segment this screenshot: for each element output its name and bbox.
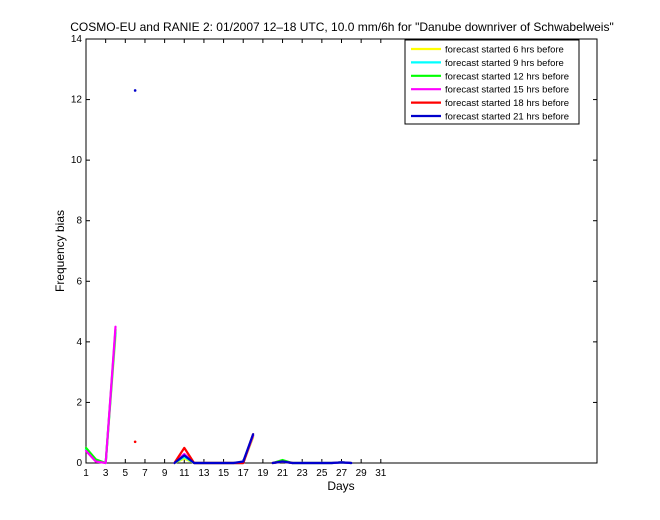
legend-label: forecast started 12 hrs before	[445, 71, 569, 82]
y-tick-label: 4	[76, 337, 82, 348]
legend-label: forecast started 15 hrs before	[445, 85, 569, 96]
legend-label: forecast started 9 hrs before	[445, 58, 564, 69]
series-5-point	[133, 440, 137, 444]
y-axis-label: Frequency bias	[53, 210, 67, 292]
legend-items: forecast started 6 hrs before forecast st…	[411, 45, 569, 123]
y-tick-label: 2	[76, 397, 82, 408]
x-tick-label: 15	[218, 468, 230, 479]
legend-label: forecast started 21 hrs before	[445, 112, 569, 123]
x-tick-label: 11	[179, 468, 190, 479]
series-4-line	[84, 325, 117, 465]
chart-title: COSMO-EU and RANIE 2: 01/2007 12–18 UTC,…	[70, 20, 613, 34]
legend-label: forecast started 6 hrs before	[445, 45, 564, 56]
y-tick-label: 10	[71, 155, 83, 166]
x-tick-label: 5	[123, 468, 129, 479]
x-tick-label: 25	[316, 468, 328, 479]
x-axis-label: Days	[327, 479, 354, 493]
y-tick-label: 0	[76, 458, 82, 469]
legend-box	[404, 39, 580, 125]
x-tick-label: 1	[83, 468, 89, 479]
series-layer	[84, 89, 353, 465]
x-tick-label: 23	[297, 468, 309, 479]
y-axis: 0 2 4 6 8 10 12 14	[71, 34, 597, 469]
legend-label: forecast started 18 hrs before	[445, 98, 569, 109]
series-6-line	[271, 460, 353, 465]
series-6	[133, 89, 353, 465]
x-tick-label: 29	[356, 468, 368, 479]
legend: forecast started 6 hrs before forecast st…	[404, 39, 580, 125]
x-tick-label: 21	[277, 468, 289, 479]
x-tick-label: 13	[198, 468, 210, 479]
x-tick-label: 3	[103, 468, 109, 479]
x-tick-label: 9	[162, 468, 168, 479]
series-6-point	[133, 89, 137, 92]
x-tick-label: 31	[375, 468, 387, 479]
x-tick-label: 27	[336, 468, 348, 479]
y-tick-label: 12	[71, 95, 83, 106]
x-tick-label: 7	[142, 468, 148, 479]
x-axis: 1 3 5 7 9 11 13 15 17 19 21 23 25 27 29 31	[83, 39, 387, 479]
y-tick-label: 14	[71, 34, 83, 45]
x-tick-label: 17	[238, 468, 250, 479]
y-tick-label: 8	[76, 216, 82, 227]
series-6-line	[173, 433, 255, 465]
x-tick-label: 19	[257, 468, 269, 479]
y-tick-label: 6	[76, 276, 82, 287]
